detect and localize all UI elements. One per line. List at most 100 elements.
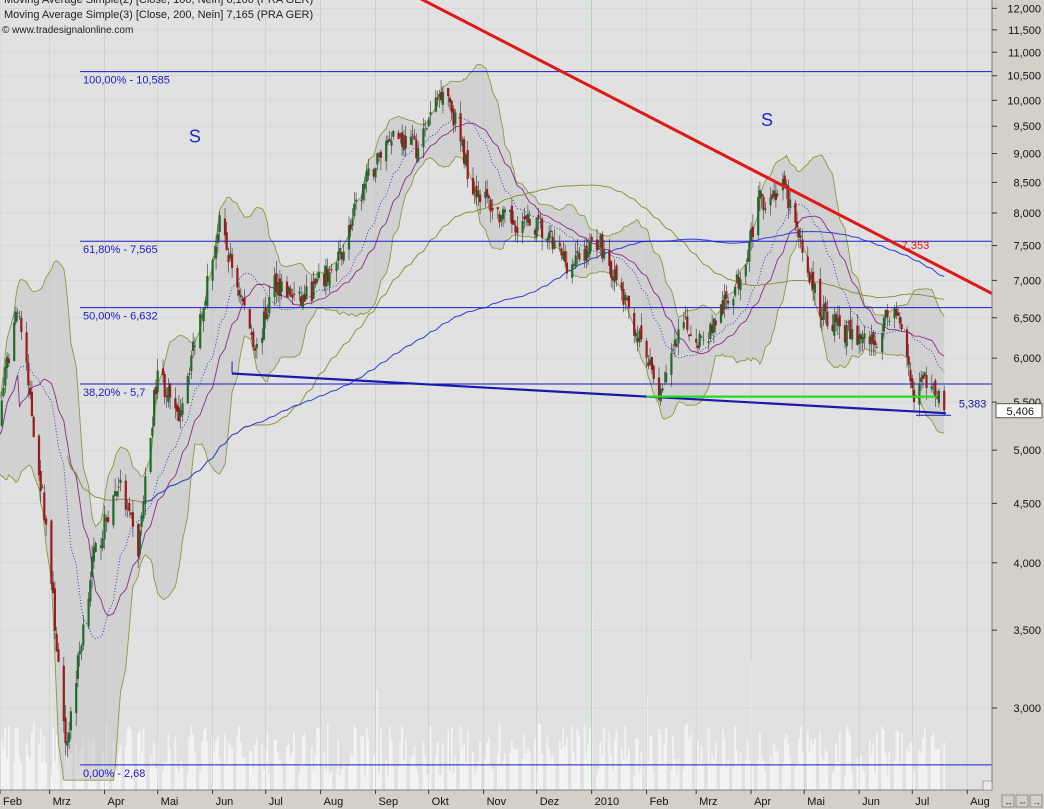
volume-bar	[300, 763, 302, 791]
volume-bar	[938, 749, 940, 791]
candle-body	[262, 311, 265, 340]
volume-bar	[266, 733, 269, 791]
x-tick-label: Nov	[487, 796, 507, 808]
candle-body	[75, 683, 78, 714]
candle-body	[250, 332, 253, 335]
volume-bar	[360, 736, 363, 791]
support-value-label: 5,383	[959, 398, 987, 410]
scroll-right-button[interactable]	[1029, 794, 1043, 808]
x-axis-panel	[0, 790, 1044, 809]
volume-bar	[610, 755, 612, 791]
volume-bar	[847, 730, 850, 791]
candle-body	[337, 251, 340, 261]
volume-bar	[153, 742, 155, 791]
x-tick-label: Jul	[915, 796, 929, 808]
candle-body	[773, 190, 776, 197]
candle-body	[727, 300, 730, 304]
candle-body	[652, 365, 655, 379]
volume-bar	[376, 690, 379, 791]
candle-body	[714, 320, 717, 326]
volume-bar	[624, 725, 627, 791]
volume-bar	[757, 759, 759, 791]
volume-bar	[397, 767, 400, 791]
volume-bar	[454, 757, 457, 791]
volume-bar	[771, 763, 774, 791]
candle-body	[216, 233, 219, 243]
candle-body	[820, 316, 823, 320]
volume-bar	[45, 763, 47, 791]
volume-bar	[762, 761, 765, 791]
volume-bar	[599, 742, 602, 791]
volume-bar	[899, 766, 901, 791]
candle-body	[537, 214, 540, 219]
volume-bar	[863, 771, 866, 791]
candle-body	[560, 248, 563, 256]
volume-bar	[57, 769, 60, 791]
volume-bar	[204, 728, 207, 791]
candle-body	[509, 209, 512, 212]
candle-body	[601, 234, 604, 259]
candle-body	[376, 153, 379, 165]
candle-body	[105, 518, 108, 522]
volume-bar	[450, 727, 453, 791]
candle-body	[255, 344, 258, 348]
candle-body	[447, 88, 450, 97]
fib-level-label: 100,00% - 10,585	[83, 75, 170, 87]
volume-bar	[429, 726, 432, 791]
candle-body	[317, 272, 320, 278]
volume-bar	[702, 765, 705, 791]
volume-bar	[523, 732, 526, 791]
candle-body	[909, 369, 912, 382]
candle-body	[911, 378, 914, 388]
candle-body	[298, 291, 301, 294]
scroll-controls[interactable]	[1001, 794, 1043, 808]
volume-bar	[922, 738, 924, 791]
candle-body	[29, 387, 32, 395]
volume-bar	[801, 752, 804, 791]
candle-body	[409, 136, 413, 145]
candle-body	[510, 205, 513, 224]
x-tick-label: 2010	[595, 796, 619, 808]
candle-body	[712, 318, 715, 333]
candle-body	[500, 215, 503, 222]
x-tick-label: Apr	[108, 796, 125, 808]
candle-body	[335, 263, 338, 272]
candle-body	[833, 314, 836, 336]
candle-body	[176, 405, 179, 412]
volume-bar	[181, 768, 184, 791]
candle-body	[794, 202, 797, 223]
candle-body	[546, 238, 549, 243]
candle-body	[99, 545, 103, 548]
candle-body	[822, 304, 825, 320]
x-tick-label: Feb	[650, 796, 669, 808]
volume-bar	[799, 726, 802, 791]
candle-body	[502, 209, 505, 220]
volume-bar	[328, 774, 331, 791]
scroll-home-button[interactable]	[1015, 794, 1029, 808]
candle-body	[223, 218, 227, 236]
candle-body	[324, 265, 327, 287]
indicator-legend-ma100: Moving Average Simple(2) [Close, 100, Ne…	[4, 0, 313, 6]
volume-bar	[812, 744, 814, 791]
volume-bar	[913, 771, 915, 791]
scroll-home-icon: ⇔	[1018, 797, 1027, 807]
volume-bar	[539, 723, 542, 791]
volume-bar	[888, 751, 891, 791]
candle-body	[163, 374, 166, 397]
scroll-left-button[interactable]	[1001, 794, 1015, 808]
volume-bar	[139, 730, 141, 791]
candle-body	[66, 741, 69, 746]
candle-body	[539, 222, 542, 223]
volume-bar	[261, 745, 263, 791]
candle-body	[806, 256, 809, 273]
candle-body	[239, 295, 242, 298]
candle-body	[6, 356, 9, 369]
candle-body	[18, 316, 21, 317]
volume-bar	[860, 755, 862, 791]
candle-body	[53, 588, 56, 631]
volume-bar	[872, 743, 875, 791]
volume-bar	[461, 747, 464, 791]
candle-body	[411, 134, 414, 136]
candle-body	[881, 333, 884, 353]
